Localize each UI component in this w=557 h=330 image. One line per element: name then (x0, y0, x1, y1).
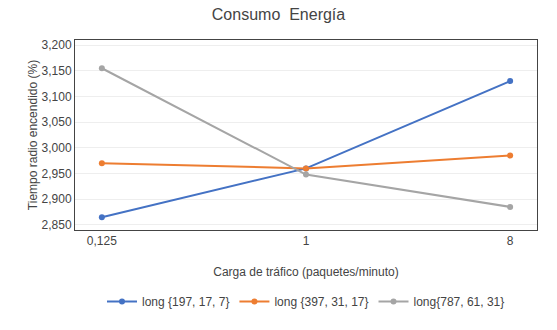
svg-text:Tiempo radio encendido (%): Tiempo radio encendido (%) (26, 60, 40, 210)
svg-text:long {197, 17, 7}: long {197, 17, 7} (142, 295, 229, 309)
svg-text:2,900: 2,900 (42, 192, 72, 206)
svg-text:3,150: 3,150 (42, 64, 72, 78)
svg-text:Consumo Energía: Consumo Energía (212, 6, 346, 23)
svg-text:2,950: 2,950 (42, 167, 72, 181)
svg-text:3,000: 3,000 (42, 141, 72, 155)
svg-text:3,200: 3,200 (42, 38, 72, 52)
svg-text:2,850: 2,850 (42, 218, 72, 232)
svg-text:8: 8 (507, 234, 514, 248)
svg-text:Carga de tráfico (paquetes/min: Carga de tráfico (paquetes/minuto) (213, 265, 398, 279)
svg-text:long {397, 31, 17}: long {397, 31, 17} (274, 295, 368, 309)
svg-text:b): b) (41, 327, 53, 330)
svg-text:0,125: 0,125 (87, 234, 117, 248)
svg-text:3,050: 3,050 (42, 115, 72, 129)
svg-text:long{787, 61, 31}: long{787, 61, 31} (414, 295, 505, 309)
svg-text:1: 1 (303, 234, 310, 248)
svg-text:3,100: 3,100 (42, 90, 72, 104)
